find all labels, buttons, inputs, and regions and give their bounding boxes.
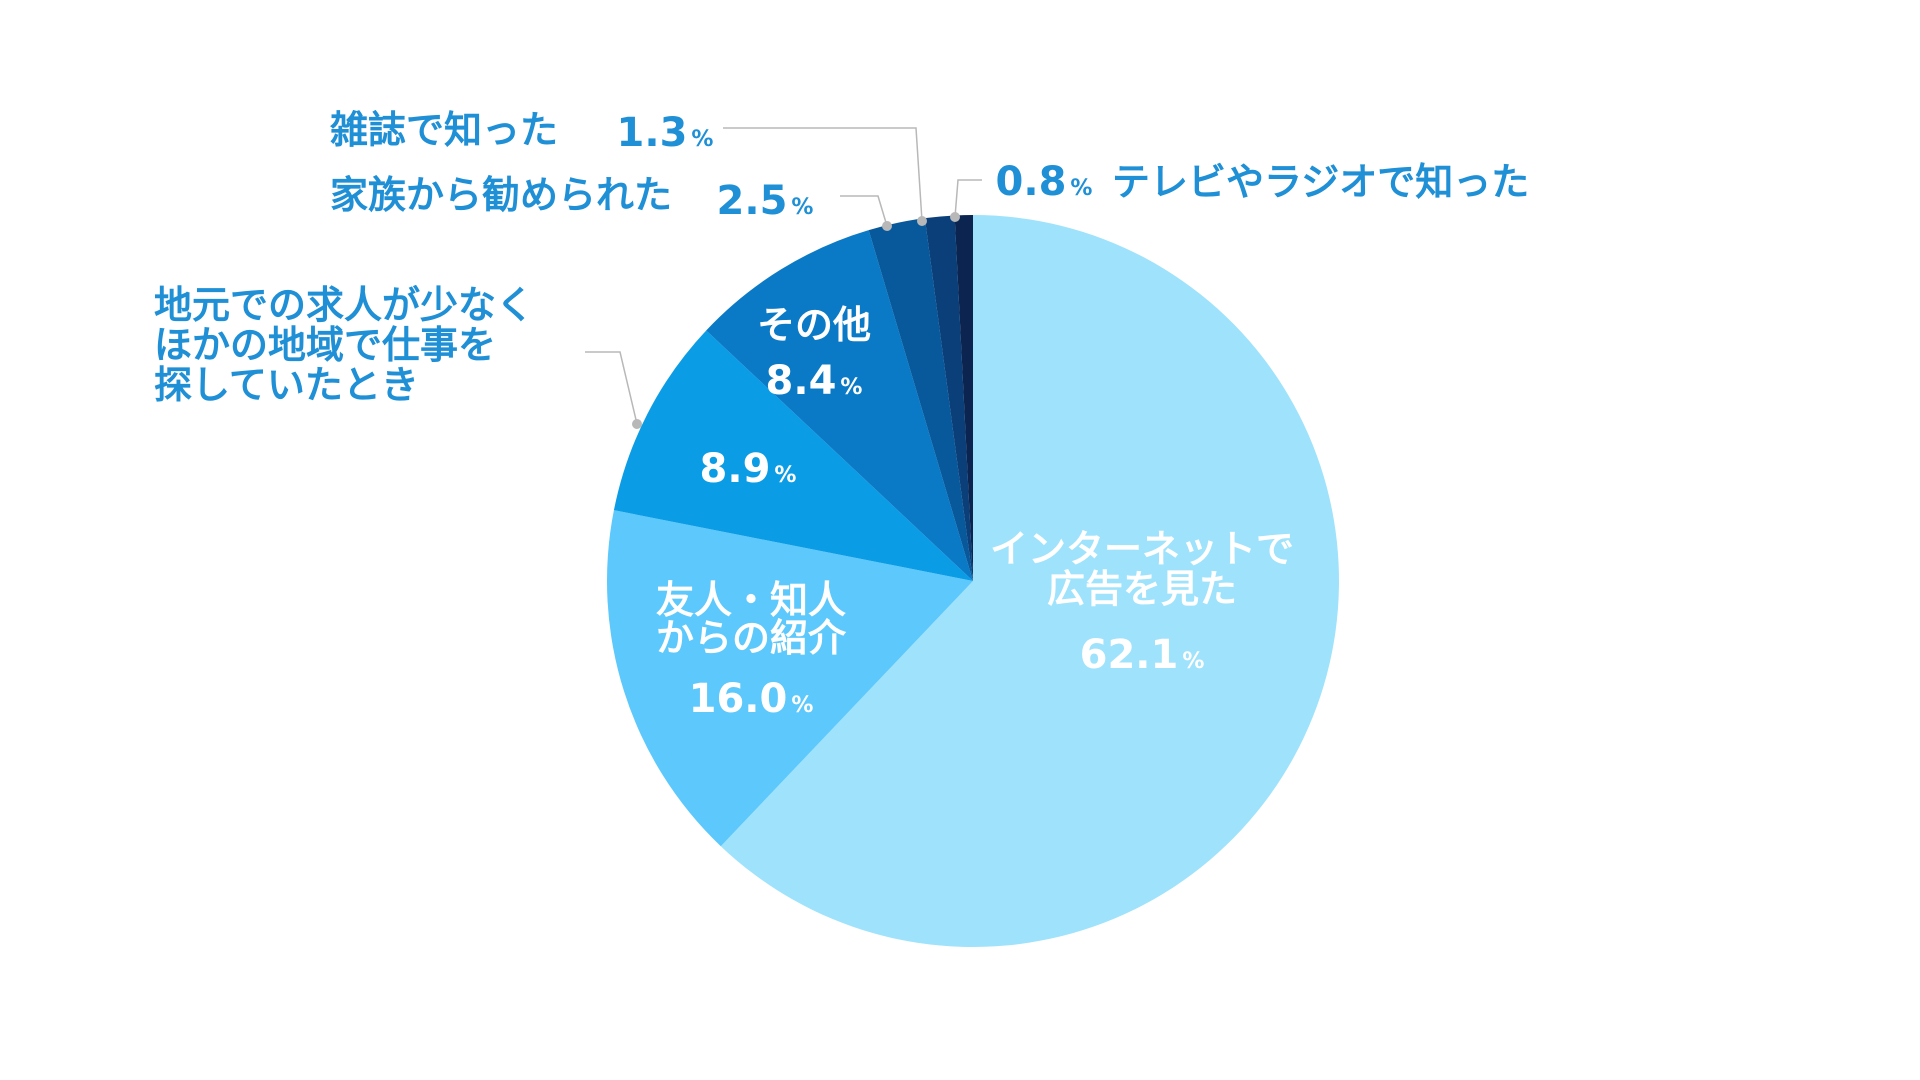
pie-slice-4 — [868, 218, 973, 582]
slice-3-percent: 8.4% — [766, 358, 863, 404]
slice-4-percent: 2.5% — [717, 178, 814, 224]
slice-6-leader-dot — [950, 212, 960, 222]
slice-0-percent: 62.1% — [1080, 632, 1205, 678]
slice-6-leader-line — [954, 179, 982, 218]
slice-6-percent-number: 0.8 — [996, 159, 1067, 205]
pie-slice-0 — [720, 215, 1339, 947]
slice-5-percent-sign: % — [691, 127, 713, 152]
leaders-layer — [585, 127, 982, 429]
pie-slice-3 — [706, 230, 973, 581]
slice-5-leader-line — [723, 127, 923, 222]
slice-2-label-line-1: ほかの地域で仕事を — [154, 323, 496, 367]
slice-4-leader-dot — [882, 221, 892, 231]
slice-2-leader-dot — [632, 419, 642, 429]
slice-2-label-line-0: 地元での求人が少なく — [154, 283, 534, 327]
slices-layer — [607, 215, 1339, 947]
slice-2-leader-line — [585, 351, 638, 425]
slice-5-leader-dot — [917, 216, 927, 226]
slice-3-percent-sign: % — [840, 375, 862, 400]
slice-2-percent: 8.9% — [700, 446, 797, 492]
pie-slice-6 — [954, 215, 973, 581]
slice-2-percent-number: 8.9 — [700, 446, 771, 492]
slice-4-percent-number: 2.5 — [717, 178, 788, 224]
slice-0-percent-sign: % — [1182, 649, 1204, 674]
slice-0-label-line-0: インターネットで — [990, 527, 1294, 571]
pie-slice-1 — [607, 510, 973, 847]
slice-6-percent: 0.8% — [996, 159, 1093, 205]
slice-1-percent-sign: % — [791, 693, 813, 718]
slice-3-label-line-0: その他 — [757, 303, 871, 347]
slice-1-percent-number: 16.0 — [689, 676, 788, 722]
slice-1-percent: 16.0% — [689, 676, 814, 722]
slice-5-percent: 1.3% — [617, 110, 714, 156]
slice-4-percent-sign: % — [791, 195, 813, 220]
slice-5-percent-number: 1.3 — [617, 110, 688, 156]
slice-4-leader-line — [840, 195, 888, 227]
slice-6-label: テレビやラジオで知った — [1112, 160, 1529, 204]
slice-4-label: 家族から勧められた — [330, 173, 672, 217]
slice-0-label-line-1: 広告を見た — [1047, 567, 1237, 611]
slice-1-label-line-0: 友人・知人 — [656, 578, 846, 622]
pie-slice-2 — [613, 330, 973, 581]
slice-1-label-line-1: からの紹介 — [656, 616, 847, 660]
slice-5-label: 雑誌で知った — [329, 108, 558, 152]
slice-2-percent-sign: % — [774, 463, 796, 488]
slice-0-percent-number: 62.1 — [1080, 632, 1179, 678]
pie-slice-5 — [924, 215, 973, 581]
slice-6-percent-sign: % — [1070, 176, 1092, 201]
slice-3-percent-number: 8.4 — [766, 358, 837, 404]
slice-2-label-line-2: 探していたとき — [154, 363, 419, 407]
